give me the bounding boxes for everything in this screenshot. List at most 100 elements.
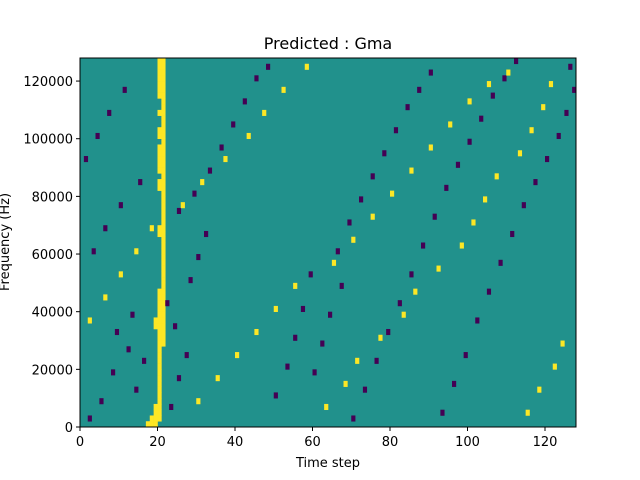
heatmap-cell bbox=[157, 184, 162, 191]
heatmap-cell bbox=[157, 386, 162, 393]
heatmap-cell bbox=[157, 323, 162, 330]
heatmap-cell bbox=[161, 138, 166, 145]
heatmap-cell bbox=[83, 156, 89, 163]
heatmap-cell bbox=[463, 352, 468, 359]
heatmap-cell bbox=[161, 305, 166, 312]
heatmap-cell bbox=[157, 288, 162, 295]
heatmap-cell bbox=[188, 277, 193, 284]
heatmap-cell bbox=[413, 288, 418, 295]
heatmap-cell bbox=[157, 75, 162, 82]
heatmap-cell bbox=[157, 375, 162, 382]
heatmap-cell bbox=[157, 144, 162, 151]
heatmap-cells bbox=[83, 58, 577, 428]
heatmap-cell bbox=[223, 156, 228, 163]
heatmap-cell bbox=[483, 196, 488, 203]
heatmap-cell bbox=[157, 230, 162, 238]
heatmap-cell bbox=[161, 202, 166, 209]
heatmap-cell bbox=[99, 398, 104, 405]
heatmap-cell bbox=[397, 300, 402, 307]
heatmap-cell bbox=[517, 150, 523, 157]
heatmap-cell bbox=[498, 259, 503, 266]
heatmap-cell bbox=[161, 317, 166, 324]
heatmap-cell bbox=[91, 248, 96, 255]
heatmap-cell bbox=[471, 219, 476, 226]
heatmap-cell bbox=[126, 346, 131, 353]
heatmap-cell bbox=[401, 311, 406, 318]
heatmap-cell bbox=[161, 104, 166, 111]
heatmap-cell bbox=[215, 375, 220, 382]
heatmap-cell bbox=[161, 300, 166, 307]
heatmap-cell bbox=[285, 363, 290, 370]
heatmap-cell bbox=[409, 167, 414, 174]
heatmap-cell bbox=[161, 58, 166, 65]
heatmap-cell bbox=[161, 207, 166, 214]
heatmap-cell bbox=[161, 98, 166, 105]
heatmap-cell bbox=[149, 225, 154, 232]
heatmap-cell bbox=[506, 69, 511, 76]
heatmap-cell bbox=[157, 150, 162, 157]
heatmap-cell bbox=[87, 317, 92, 324]
heatmap-cell bbox=[390, 190, 395, 197]
heatmap-cell bbox=[157, 305, 162, 312]
heatmap-cell bbox=[254, 75, 259, 82]
x-axis-ticks: 0 20 40 60 80 100 120 bbox=[76, 427, 558, 450]
heatmap-cell bbox=[502, 75, 507, 82]
heatmap-cell bbox=[157, 81, 162, 88]
heatmap-cell bbox=[161, 340, 166, 347]
y-tick-label: 80000 bbox=[32, 190, 73, 205]
heatmap-cell bbox=[421, 242, 426, 249]
heatmap-cell bbox=[328, 311, 333, 318]
heatmap-cell bbox=[157, 317, 162, 324]
heatmap-cell bbox=[564, 109, 569, 116]
heatmap-cell bbox=[467, 98, 472, 105]
heatmap-cell bbox=[95, 132, 100, 140]
heatmap-cell bbox=[207, 167, 213, 174]
heatmap-cell bbox=[161, 144, 166, 151]
heatmap-cell bbox=[324, 403, 329, 411]
heatmap-cell bbox=[153, 317, 158, 324]
heatmap-cell bbox=[153, 403, 158, 411]
heatmap-cell bbox=[200, 179, 205, 186]
heatmap-cell bbox=[161, 184, 166, 191]
heatmap-cell bbox=[184, 352, 189, 359]
y-axis-ticks: 0 20000 40000 60000 80000 100000 120000 bbox=[23, 75, 80, 436]
heatmap-cell bbox=[486, 288, 492, 295]
heatmap-cell bbox=[246, 132, 251, 140]
heatmap-cell bbox=[161, 271, 166, 278]
heatmap-cell bbox=[157, 357, 162, 364]
heatmap-cell bbox=[521, 202, 526, 209]
heatmap-cell bbox=[490, 92, 495, 99]
heatmap-cell bbox=[161, 265, 166, 272]
heatmap-cell bbox=[134, 248, 139, 255]
heatmap-cell bbox=[161, 277, 166, 284]
heatmap-cell bbox=[304, 63, 309, 70]
heatmap-cell bbox=[273, 305, 278, 312]
heatmap-cell bbox=[157, 63, 162, 70]
heatmap-cell bbox=[157, 369, 162, 376]
heatmap-cell bbox=[87, 415, 92, 422]
heatmap-cell bbox=[157, 409, 162, 416]
heatmap-cell bbox=[331, 259, 337, 266]
heatmap-cell bbox=[281, 86, 286, 93]
heatmap-cell bbox=[161, 288, 166, 295]
heatmap-cell bbox=[335, 248, 340, 255]
heatmap-cell bbox=[355, 357, 360, 364]
y-tick-label: 40000 bbox=[32, 306, 73, 321]
heatmap-cell bbox=[161, 86, 166, 93]
y-tick-label: 60000 bbox=[32, 248, 73, 263]
heatmap-cell bbox=[111, 369, 116, 376]
y-tick-label: 0 bbox=[65, 421, 73, 436]
heatmap-cell bbox=[308, 271, 313, 278]
heatmap-cell bbox=[409, 271, 414, 278]
x-tick-label: 120 bbox=[533, 435, 558, 450]
heatmap-cell bbox=[157, 294, 162, 301]
heatmap-cell bbox=[161, 179, 166, 186]
heatmap-cell bbox=[157, 69, 162, 76]
heatmap-cell bbox=[545, 156, 550, 163]
heatmap-cell bbox=[370, 213, 375, 220]
heatmap-cell bbox=[161, 81, 166, 88]
heatmap-cell bbox=[161, 173, 166, 180]
heatmap-cell bbox=[153, 409, 158, 416]
heatmap-cell bbox=[455, 161, 461, 168]
heatmap-cell bbox=[196, 398, 201, 405]
